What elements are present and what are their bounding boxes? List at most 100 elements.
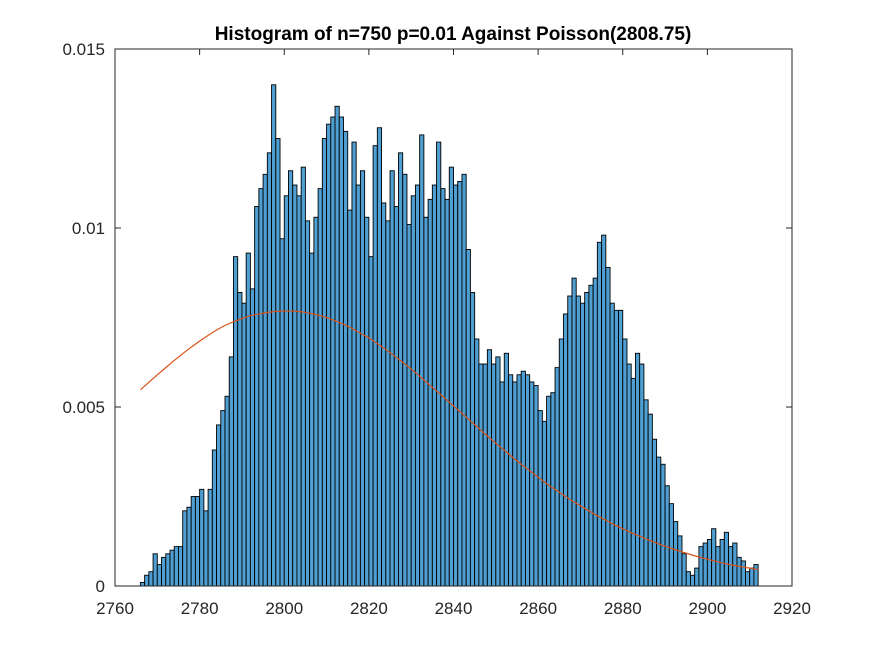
histogram-bar bbox=[431, 184, 438, 587]
histogram-bar bbox=[613, 309, 619, 587]
histogram-bar bbox=[220, 410, 226, 587]
histogram-bar bbox=[444, 198, 450, 587]
histogram-bar bbox=[732, 542, 738, 587]
histogram-bar bbox=[664, 485, 670, 587]
x-tick-label: 2920 bbox=[773, 599, 811, 618]
x-axis: 2760 2780 2800 2820 2840 2860 2880 2900 2920 bbox=[96, 49, 811, 618]
histogram-bar bbox=[228, 356, 234, 587]
histogram-bar bbox=[457, 181, 463, 587]
histogram-bar bbox=[398, 152, 404, 587]
histogram-bar bbox=[609, 302, 615, 587]
x-tick-label: 2800 bbox=[265, 599, 303, 618]
histogram-bar bbox=[643, 399, 649, 587]
x-tick-label: 2820 bbox=[350, 599, 388, 618]
histogram-bar bbox=[626, 363, 632, 587]
histogram-bar bbox=[571, 277, 577, 587]
histogram-bar bbox=[698, 546, 704, 587]
x-tick-label: 2840 bbox=[435, 599, 473, 618]
histogram-bar bbox=[529, 381, 535, 587]
histogram-bar bbox=[414, 184, 421, 587]
histogram-bar bbox=[749, 567, 755, 587]
histogram-bar bbox=[673, 521, 679, 587]
histogram-bar bbox=[651, 438, 658, 587]
x-tick-label: 2880 bbox=[604, 599, 642, 618]
histogram-bar bbox=[584, 291, 590, 587]
histogram-bar bbox=[389, 170, 395, 587]
histogram-bar bbox=[288, 170, 294, 587]
histogram-bar bbox=[469, 291, 476, 587]
histogram-bar bbox=[313, 216, 319, 587]
histogram-bar bbox=[541, 420, 548, 587]
histogram-bar bbox=[283, 195, 289, 587]
histogram-bar bbox=[385, 220, 391, 587]
histogram-bar bbox=[596, 241, 603, 587]
histogram-bar bbox=[745, 571, 751, 587]
histogram-bar bbox=[309, 252, 315, 587]
histogram-bar bbox=[152, 553, 158, 587]
histogram-bar bbox=[567, 295, 573, 587]
histogram-bar bbox=[423, 216, 429, 587]
histogram-bar bbox=[656, 456, 662, 587]
histogram-bar bbox=[254, 206, 260, 587]
histogram-bar bbox=[216, 424, 222, 587]
histogram-bar bbox=[241, 302, 247, 587]
histogram-bar bbox=[711, 528, 717, 587]
x-tick-label: 2760 bbox=[96, 599, 134, 618]
histogram-bar bbox=[355, 184, 361, 587]
histogram-bar bbox=[482, 363, 488, 587]
histogram-bar bbox=[558, 338, 564, 587]
histogram-bar bbox=[563, 313, 569, 587]
histogram-bar bbox=[249, 288, 256, 587]
histogram-bar bbox=[474, 338, 480, 587]
histogram-bar bbox=[334, 105, 340, 587]
histogram-bar bbox=[660, 463, 666, 587]
histogram-bar bbox=[194, 496, 201, 587]
histogram-bar bbox=[723, 531, 729, 587]
histogram-bar bbox=[190, 496, 196, 587]
histogram-bar bbox=[427, 198, 433, 587]
histogram-bar bbox=[199, 488, 205, 587]
histogram-bar bbox=[546, 395, 552, 587]
histogram-bar bbox=[402, 173, 408, 587]
histogram-bar bbox=[326, 123, 332, 587]
histogram-bar bbox=[647, 413, 653, 587]
histogram-bar bbox=[618, 309, 624, 587]
histogram-bar bbox=[203, 510, 209, 587]
histogram-bar bbox=[156, 564, 162, 587]
histogram-bar bbox=[495, 356, 501, 587]
histogram-bar bbox=[364, 216, 370, 587]
histogram-bar bbox=[503, 352, 509, 587]
histogram-bar bbox=[524, 374, 531, 587]
histogram-bar bbox=[233, 256, 239, 587]
histogram-bar bbox=[440, 188, 446, 587]
histogram-bar bbox=[321, 138, 328, 587]
histogram-bar bbox=[516, 374, 522, 587]
histogram-bar bbox=[702, 542, 708, 587]
histogram-bar bbox=[381, 202, 387, 587]
histogram-bar bbox=[605, 266, 611, 587]
histogram-bar bbox=[304, 220, 311, 587]
histogram-bar bbox=[448, 166, 454, 587]
histogram-bar bbox=[207, 488, 213, 587]
histogram-bar bbox=[266, 152, 273, 587]
x-tick-label: 2900 bbox=[688, 599, 726, 618]
histogram-bar bbox=[338, 116, 344, 587]
poisson-curve bbox=[139, 310, 759, 571]
y-tick-label: 0.015 bbox=[62, 40, 105, 59]
histogram-bar bbox=[343, 130, 349, 587]
histogram-bar bbox=[317, 188, 323, 587]
histogram-bar bbox=[668, 503, 674, 587]
histogram-bar bbox=[478, 363, 484, 587]
y-tick-label: 0 bbox=[96, 577, 105, 596]
histogram-bar bbox=[211, 449, 218, 587]
histogram-bar bbox=[330, 116, 336, 587]
histogram-bar bbox=[161, 556, 167, 587]
x-tick-label: 2780 bbox=[181, 599, 219, 618]
histogram-bar bbox=[148, 571, 154, 587]
histogram-bar bbox=[372, 145, 378, 587]
histogram-bar bbox=[245, 252, 251, 587]
histogram-bar bbox=[410, 195, 416, 587]
histogram-bar bbox=[533, 385, 539, 587]
histogram-bar bbox=[182, 510, 188, 587]
histogram-bar bbox=[677, 535, 683, 587]
